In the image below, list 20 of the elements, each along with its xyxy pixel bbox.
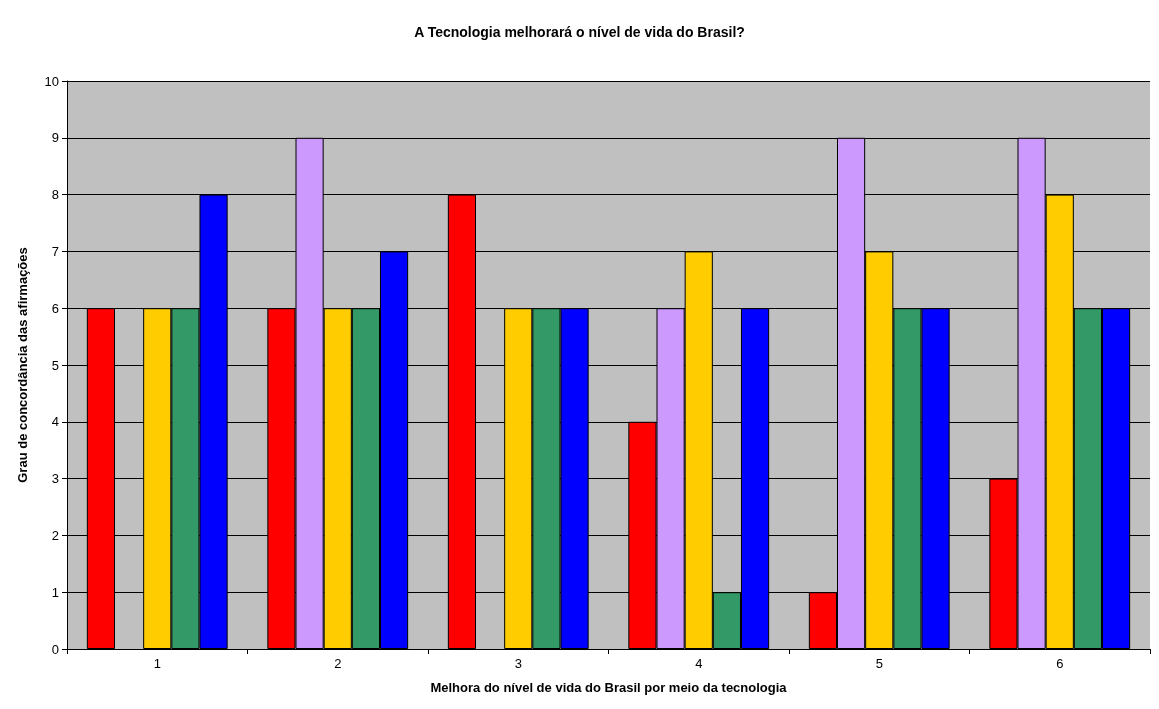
y-tick-label: 8: [51, 187, 59, 203]
x-tick-label: 4: [695, 656, 703, 671]
y-tick-label: 6: [51, 300, 59, 316]
x-tick-label: 3: [514, 656, 522, 671]
chart-title: A Tecnologia melhorará o nível de vida do Brasil?: [414, 24, 745, 40]
y-tick-label: 0: [51, 641, 59, 657]
x-tick-label: 2: [334, 656, 342, 671]
x-tick-label: 1: [153, 656, 161, 671]
y-tick-label: 1: [51, 584, 59, 600]
x-tick-label: 5: [875, 656, 883, 671]
y-tick-label: 10: [44, 73, 59, 89]
y-tick-label: 5: [51, 357, 59, 373]
y-tick-label: 9: [51, 130, 59, 146]
y-tick-label: 7: [51, 243, 59, 259]
y-tick-label: 2: [51, 527, 59, 543]
y-tick-label: 4: [51, 414, 59, 430]
x-tick-label: 6: [1056, 656, 1064, 671]
y-axis-title: Grau de concordância das afirmações: [15, 247, 30, 483]
y-tick-label: 3: [51, 471, 59, 487]
x-axis-title: Melhora do nível de vida do Brasil por meio da tecnologia: [430, 680, 788, 695]
